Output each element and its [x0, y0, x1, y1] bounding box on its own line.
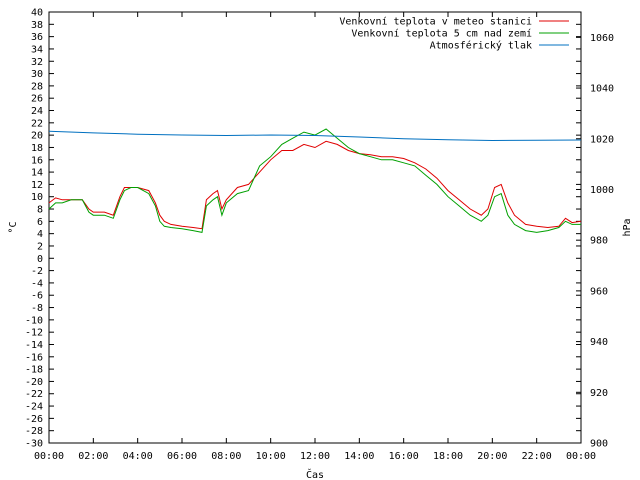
- y-tick-label: -12: [25, 328, 43, 339]
- y-tick-label: 36: [31, 32, 43, 43]
- x-tick-label: 22:00: [522, 451, 552, 462]
- y-tick-label: 26: [31, 94, 43, 105]
- y-axis-label: °C: [8, 221, 19, 233]
- y2-tick-label: 980: [590, 236, 608, 247]
- y2-tick-label: 1040: [590, 84, 614, 95]
- y-axis-ticks: -30-28-26-24-22-20-18-16-14-12-10-8-6-4-…: [25, 8, 581, 450]
- y-tick-label: 38: [31, 20, 43, 31]
- x-tick-label: 18:00: [433, 451, 463, 462]
- y-tick-label: -4: [31, 278, 43, 289]
- series-line-0: [48, 140, 582, 230]
- y-tick-label: 10: [31, 192, 43, 203]
- series-line-2: [48, 130, 582, 142]
- y-tick-label: 34: [31, 44, 43, 55]
- y-tick-label: 40: [31, 8, 43, 19]
- y-tick-label: 28: [31, 81, 43, 92]
- y-tick-label: 0: [37, 254, 43, 265]
- y2-tick-label: 960: [590, 286, 608, 297]
- y-tick-label: -24: [25, 402, 43, 413]
- y2-axis-label: hPa: [622, 218, 633, 236]
- y-tick-label: 32: [31, 57, 43, 68]
- y-tick-label: -26: [25, 414, 43, 425]
- y-tick-label: 22: [31, 118, 43, 129]
- y-tick-label: -10: [25, 315, 43, 326]
- x-tick-label: 08:00: [211, 451, 241, 462]
- legend: Venkovní teplota v meteo staniciVenkovní…: [339, 16, 569, 52]
- series-lines: [48, 128, 582, 233]
- y-tick-label: -8: [31, 303, 43, 314]
- series-line-1: [48, 128, 581, 233]
- y-tick-label: 12: [31, 180, 43, 191]
- x-tick-label: 06:00: [167, 451, 197, 462]
- legend-label-0: Venkovní teplota v meteo stanici: [339, 16, 532, 28]
- y-tick-label: 6: [37, 217, 43, 228]
- x-tick-label: 12:00: [300, 451, 330, 462]
- y-tick-label: 24: [31, 106, 43, 117]
- y-tick-label: -18: [25, 365, 43, 376]
- y-tick-label: 20: [31, 131, 43, 142]
- y2-tick-label: 1000: [590, 185, 614, 196]
- y-tick-label: -6: [31, 291, 43, 302]
- x-tick-label: 04:00: [123, 451, 153, 462]
- y-tick-label: 30: [31, 69, 43, 80]
- x-tick-label: 16:00: [389, 451, 419, 462]
- y2-tick-label: 940: [590, 337, 608, 348]
- legend-label-1: Venkovní teplota 5 cm nad zemí: [351, 28, 532, 40]
- y-tick-label: -22: [25, 389, 43, 400]
- legend-label-2: Atmosférický tlak: [430, 40, 532, 52]
- y2-tick-label: 1020: [590, 134, 614, 145]
- y-tick-label: -14: [25, 340, 43, 351]
- y-tick-label: 16: [31, 155, 43, 166]
- y-tick-label: -28: [25, 426, 43, 437]
- plot-frame: [48, 11, 582, 444]
- y2-tick-label: 920: [590, 388, 608, 399]
- y-tick-label: 2: [37, 241, 43, 252]
- y-tick-label: -30: [25, 439, 43, 450]
- y2-axis-ticks: 900 920 940 960 980 1000 1020 1040 1060: [576, 33, 614, 450]
- x-tick-label: 02:00: [78, 451, 108, 462]
- x-axis-ticks: 00:00 02:00 04:00 06:00 08:00 10:00 12:00 14:00…: [34, 12, 596, 462]
- y-tick-label: -20: [25, 377, 43, 388]
- y2-tick-label: 1060: [590, 33, 614, 44]
- x-tick-label: 20:00: [477, 451, 507, 462]
- y-tick-label: 14: [31, 168, 43, 179]
- y-tick-label: 4: [37, 229, 43, 240]
- y-tick-label: 8: [37, 205, 43, 216]
- x-tick-label: 14:00: [344, 451, 374, 462]
- y-tick-label: -16: [25, 352, 43, 363]
- x-axis-label: Čas: [306, 468, 324, 480]
- y-tick-label: 18: [31, 143, 43, 154]
- x-tick-label: 10:00: [256, 451, 286, 462]
- x-tick-label: 00:00: [566, 451, 596, 462]
- y2-tick-label: 900: [590, 439, 608, 450]
- x-tick-label: 00:00: [34, 451, 64, 462]
- y-tick-label: -2: [31, 266, 43, 277]
